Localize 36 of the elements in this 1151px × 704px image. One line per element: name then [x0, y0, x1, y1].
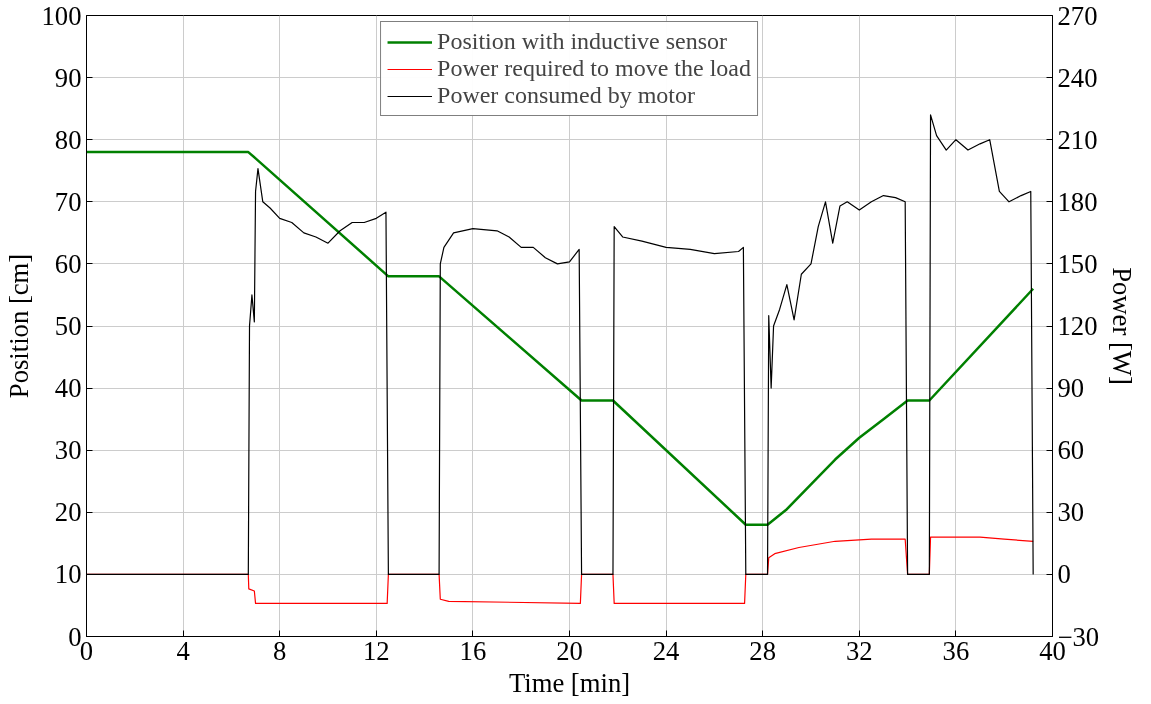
x-tick-label: 12 [362, 635, 390, 666]
line-series [86, 150, 1035, 526]
y-tick-label: 20 [54, 497, 82, 528]
x-tick-label: 4 [176, 635, 190, 666]
y-tick-label: 90 [54, 62, 82, 93]
y2-tick-label: 0 [1057, 559, 1071, 590]
legend-label: Power required to move the load [437, 55, 751, 82]
x-tick-label: 24 [652, 635, 680, 666]
x-tick-label: 8 [273, 635, 287, 666]
y2-tick-label: 270 [1057, 0, 1098, 31]
legend-label: Position with inductive sensor [437, 28, 728, 55]
x-tick-label: 36 [942, 635, 970, 666]
y-tick-label: 30 [54, 435, 82, 466]
x-tick-label: 20 [556, 635, 583, 666]
y2-tick-label: 150 [1057, 248, 1098, 279]
y-tick-label: 100 [41, 0, 82, 31]
y-tick-label: 50 [54, 311, 82, 341]
legend-label: Power consumed by motor [437, 82, 696, 109]
y2-tick-label: 90 [1057, 373, 1085, 404]
x-tick-label: 28 [749, 635, 777, 666]
y-axis-title: Position [cm] [3, 253, 34, 399]
y2-tick-label: 30 [1057, 497, 1085, 528]
x-axis-title: Time [min] [508, 667, 631, 698]
x-tick-label: 16 [459, 635, 487, 666]
y2-tick-label: 180 [1057, 186, 1098, 217]
x-tick-label: 32 [845, 635, 873, 666]
y2-tick-label: 210 [1057, 124, 1098, 155]
y2-tick-label: 60 [1057, 435, 1085, 466]
y-tick-label: 70 [54, 186, 82, 217]
y-tick-label: 80 [54, 124, 82, 155]
y2-tick-label: 240 [1057, 62, 1098, 93]
y-tick-label: 40 [54, 373, 82, 404]
y-tick-label: 10 [54, 559, 82, 590]
y2-axis-title: Power [W] [1107, 267, 1138, 385]
y-tick-label: 60 [54, 248, 82, 279]
y2-tick-label: 120 [1057, 311, 1098, 341]
